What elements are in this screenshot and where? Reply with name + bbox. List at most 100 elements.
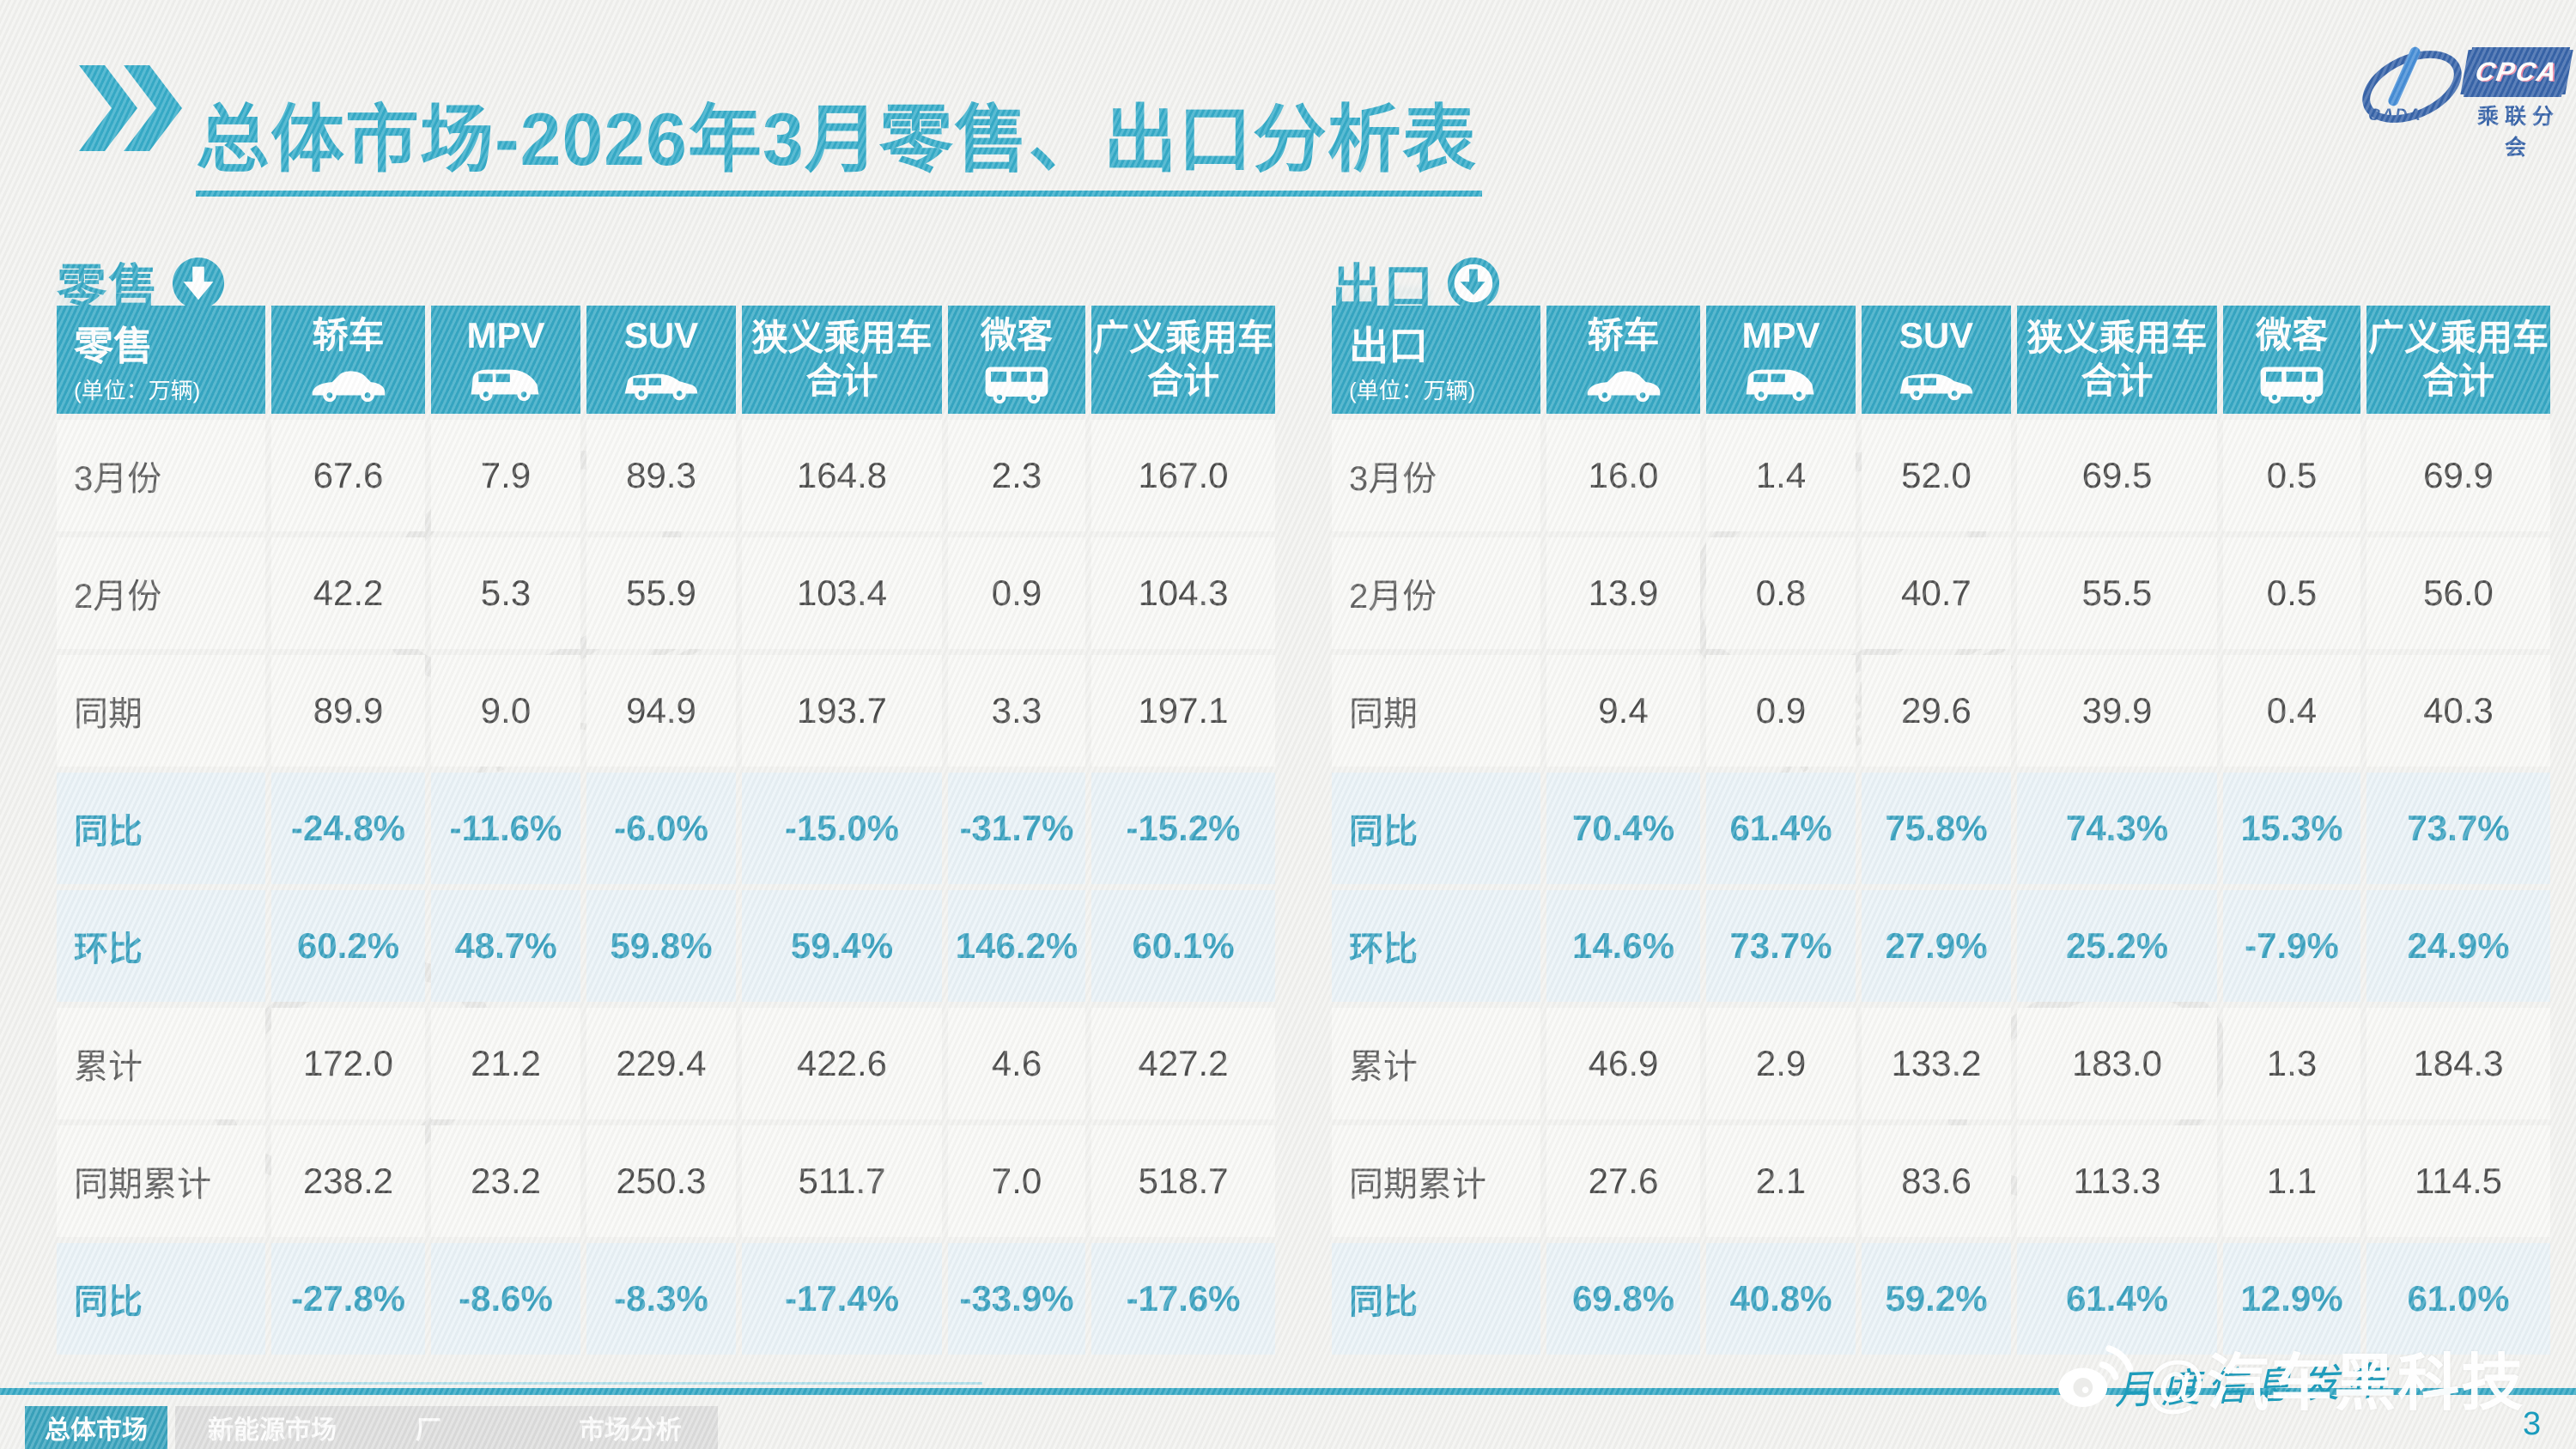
retail-cell-r3-c0: -24.8%	[271, 773, 425, 884]
retail-cell-r0-c2: 89.3	[586, 420, 736, 531]
retail-cell-r5-c1: 21.2	[431, 1008, 580, 1119]
column-header-label: 合计	[805, 361, 878, 401]
export-cell-r4-c4: -7.9%	[2223, 890, 2360, 1002]
footer-rule-main	[0, 1388, 2576, 1395]
retail-column-header-1: 轿车	[271, 306, 425, 414]
mpv-icon	[465, 362, 547, 405]
column-header-label: 微客	[980, 315, 1053, 355]
export-cell-r0-c1: 1.4	[1706, 420, 1856, 531]
export-cell-r6-c5: 114.5	[2366, 1125, 2550, 1237]
page-number: 3	[2523, 1406, 2542, 1442]
export-cell-r6-c4: 1.1	[2223, 1125, 2360, 1237]
tab-overall-market[interactable]: 总体市场	[25, 1406, 167, 1449]
retail-cell-r4-c4: 146.2%	[948, 890, 1085, 1002]
export-cell-r2-c5: 40.3	[2366, 655, 2550, 767]
export-cell-r7-c3: 61.4%	[2017, 1243, 2217, 1355]
retail-row-label-7: 同比	[57, 1243, 265, 1355]
export-cell-r6-c3: 113.3	[2017, 1125, 2217, 1237]
title-chevron-icon	[79, 65, 182, 151]
tab-nev-market[interactable]: 新能源市场	[208, 1416, 337, 1445]
export-column-header-1: 轿车	[1546, 306, 1700, 414]
retail-cell-r5-c3: 422.6	[742, 1008, 942, 1119]
cpca-text: CPCA	[2473, 57, 2561, 87]
cpca-logo: CADA CPCA 乘联分会	[2351, 36, 2573, 160]
sedan-icon	[1583, 362, 1665, 405]
retail-column-header-4: 狭义乘用车 合计	[742, 306, 942, 414]
export-cell-r0-c2: 52.0	[1862, 420, 2011, 531]
retail-cell-r1-c2: 55.9	[586, 537, 736, 649]
retail-cell-r4-c3: 59.4%	[742, 890, 942, 1002]
column-header-label: 微客	[2255, 315, 2328, 355]
export-column-header-3: SUV	[1862, 306, 2011, 414]
retail-column-header-6: 广义乘用车 合计	[1091, 306, 1275, 414]
retail-cell-r0-c1: 7.9	[431, 420, 580, 531]
retail-cell-r3-c2: -6.0%	[586, 773, 736, 884]
retail-cell-r0-c4: 2.3	[948, 420, 1085, 531]
down-arrow-ring-icon	[1447, 257, 1500, 310]
retail-row-label-2: 同期	[57, 655, 265, 767]
retail-cell-r3-c3: -15.0%	[742, 773, 942, 884]
retail-column-header-3: SUV	[586, 306, 736, 414]
weibo-watermark-text: @汽车黑科技	[2145, 1349, 2525, 1418]
export-cell-r0-c0: 16.0	[1546, 420, 1700, 531]
van-icon	[2251, 362, 2333, 405]
retail-cell-r1-c3: 103.4	[742, 537, 942, 649]
export-cell-r2-c4: 0.4	[2223, 655, 2360, 767]
retail-cell-r4-c5: 60.1%	[1091, 890, 1275, 1002]
retail-cell-r0-c5: 167.0	[1091, 420, 1275, 531]
retail-header-label-cell: 零售 (单位：万辆)	[57, 306, 265, 414]
tab-overall-market-label: 总体市场	[45, 1416, 148, 1445]
export-cell-r1-c1: 0.8	[1706, 537, 1856, 649]
tab-manufacturer[interactable]: 厂	[416, 1416, 441, 1445]
cpca-wordmark: CPCA	[2460, 50, 2573, 94]
column-header-label: SUV	[1899, 315, 1974, 355]
retail-cell-r2-c1: 9.0	[431, 655, 580, 767]
column-header-label: 轿车	[1587, 315, 1660, 355]
cada-text: CADA	[2368, 106, 2422, 124]
retail-cell-r0-c3: 164.8	[742, 420, 942, 531]
retail-cell-r0-c0: 67.6	[271, 420, 425, 531]
tab-market-analysis[interactable]: 市场分析	[579, 1416, 682, 1445]
retail-cell-r4-c0: 60.2%	[271, 890, 425, 1002]
weibo-watermark: @汽车黑科技	[2050, 1332, 2524, 1422]
export-row-label-6: 同期累计	[1332, 1125, 1540, 1237]
retail-cell-r2-c2: 94.9	[586, 655, 736, 767]
retail-cell-r1-c0: 42.2	[271, 537, 425, 649]
retail-cell-r7-c0: -27.8%	[271, 1243, 425, 1355]
export-row-label-2: 同期	[1332, 655, 1540, 767]
export-row-label-7: 同比	[1332, 1243, 1540, 1355]
export-column-header-4: 狭义乘用车 合计	[2017, 306, 2217, 414]
export-cell-r5-c4: 1.3	[2223, 1008, 2360, 1119]
footer-rule-light	[29, 1382, 982, 1385]
export-cell-r6-c0: 27.6	[1546, 1125, 1700, 1237]
retail-row-label-6: 同期累计	[57, 1125, 265, 1237]
retail-cell-r3-c4: -31.7%	[948, 773, 1085, 884]
retail-cell-r5-c4: 4.6	[948, 1008, 1085, 1119]
retail-cell-r7-c2: -8.3%	[586, 1243, 736, 1355]
export-cell-r4-c3: 25.2%	[2017, 890, 2217, 1002]
column-header-label: 合计	[2081, 361, 2154, 401]
export-row-label-1: 2月份	[1332, 537, 1540, 649]
column-header-label: 狭义乘用车	[751, 318, 933, 359]
export-cell-r2-c2: 29.6	[1862, 655, 2011, 767]
retail-cell-r2-c5: 197.1	[1091, 655, 1275, 767]
export-column-header-2: MPV	[1706, 306, 1856, 414]
down-arrow-circle-icon	[172, 257, 225, 310]
column-header-label: 合计	[2421, 361, 2494, 401]
column-header-label: 合计	[1146, 361, 1219, 401]
column-header-label: 狭义乘用车	[2026, 318, 2208, 359]
retail-cell-r5-c0: 172.0	[271, 1008, 425, 1119]
export-table: 出口 (单位：万辆) 轿车 MPV SUV 狭义乘用车 合计 微客 广义乘用车 合计 3月份 16.0…	[1332, 306, 2550, 1355]
retail-row-label-5: 累计	[57, 1008, 265, 1119]
export-cell-r2-c0: 9.4	[1546, 655, 1700, 767]
retail-cell-r3-c5: -15.2%	[1091, 773, 1275, 884]
retail-cell-r4-c1: 48.7%	[431, 890, 580, 1002]
export-cell-r2-c1: 0.9	[1706, 655, 1856, 767]
export-cell-r7-c5: 61.0%	[2366, 1243, 2550, 1355]
export-cell-r4-c5: 24.9%	[2366, 890, 2550, 1002]
retail-row-label-4: 环比	[57, 890, 265, 1002]
export-column-header-5: 微客	[2223, 306, 2360, 414]
retail-cell-r6-c5: 518.7	[1091, 1125, 1275, 1237]
retail-cell-r4-c2: 59.8%	[586, 890, 736, 1002]
retail-cell-r1-c4: 0.9	[948, 537, 1085, 649]
